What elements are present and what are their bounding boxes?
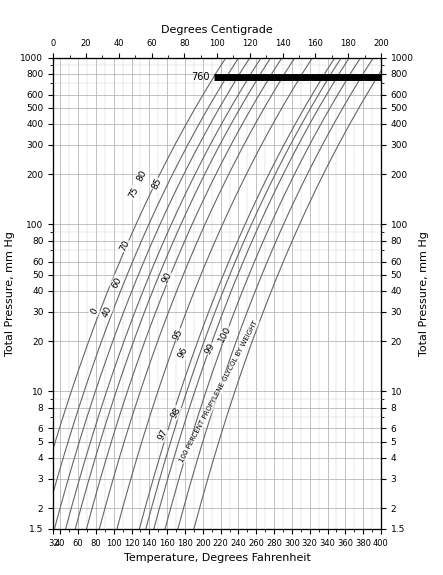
Text: 96: 96: [177, 346, 190, 360]
Text: 40: 40: [100, 305, 113, 319]
Text: 90: 90: [160, 270, 174, 285]
X-axis label: Temperature, Degrees Fahrenheit: Temperature, Degrees Fahrenheit: [124, 553, 311, 564]
Y-axis label: Total Pressure, mm Hg: Total Pressure, mm Hg: [419, 231, 429, 356]
Text: 70: 70: [118, 238, 131, 252]
X-axis label: Degrees Centigrade: Degrees Centigrade: [161, 25, 273, 35]
Text: 760: 760: [191, 72, 210, 82]
Text: 100 PERCENT PROPYLENE GLYCOL BY WEIGHT: 100 PERCENT PROPYLENE GLYCOL BY WEIGHT: [179, 320, 259, 463]
Text: 60: 60: [110, 275, 123, 290]
Text: 98: 98: [169, 405, 183, 420]
Text: 100: 100: [217, 324, 233, 344]
Text: 0: 0: [89, 307, 100, 316]
Text: 80: 80: [136, 169, 149, 183]
Text: 75: 75: [127, 186, 140, 200]
Text: 95: 95: [171, 327, 185, 342]
Text: 85: 85: [150, 177, 163, 191]
Text: 97: 97: [156, 428, 169, 442]
Text: 99: 99: [203, 342, 217, 356]
Y-axis label: Total Pressure, mm Hg: Total Pressure, mm Hg: [5, 231, 15, 356]
